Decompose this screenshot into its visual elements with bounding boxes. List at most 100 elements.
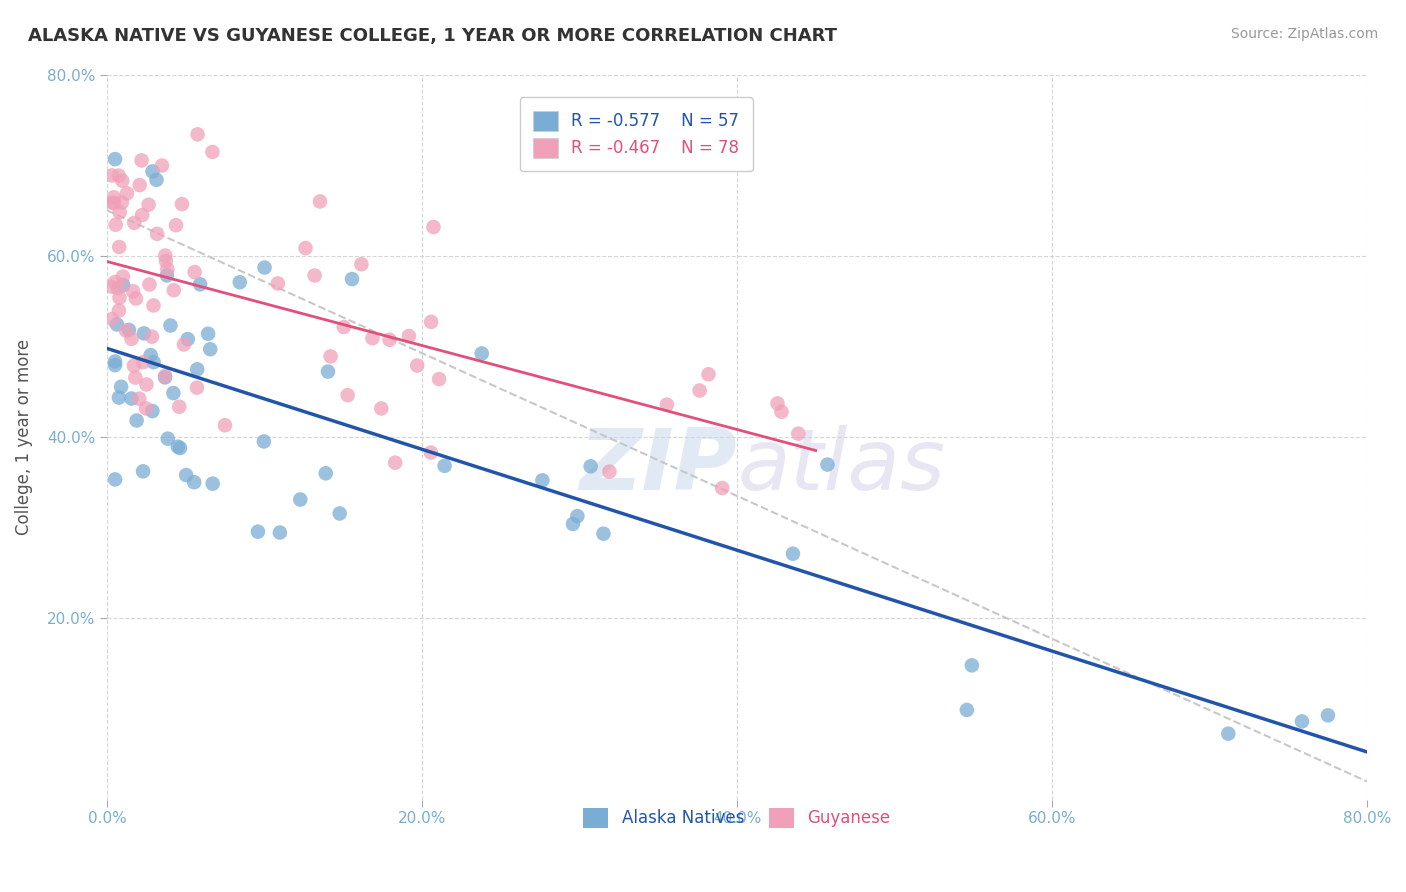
- Point: [427, 372, 450, 386]
- Point: [108, 291, 131, 305]
- Point: [433, 458, 456, 473]
- Point: [169, 441, 191, 455]
- Point: [561, 516, 583, 531]
- Point: [333, 320, 356, 334]
- Point: [141, 404, 163, 418]
- Point: [197, 326, 219, 341]
- Point: [200, 343, 222, 357]
- Point: [186, 362, 208, 376]
- Point: [167, 400, 190, 414]
- Point: [166, 440, 188, 454]
- Point: [162, 386, 184, 401]
- Point: [115, 324, 138, 338]
- Text: Source: ZipAtlas.com: Source: ZipAtlas.com: [1230, 27, 1378, 41]
- Point: [398, 329, 420, 343]
- Point: [156, 268, 179, 283]
- Point: [141, 164, 163, 178]
- Point: [132, 355, 155, 369]
- Point: [107, 169, 129, 183]
- Point: [110, 380, 132, 394]
- Point: [531, 474, 554, 488]
- Point: [170, 197, 193, 211]
- Point: [201, 476, 224, 491]
- Point: [108, 303, 131, 318]
- Point: [122, 359, 145, 373]
- Point: [122, 284, 145, 298]
- Point: [579, 459, 602, 474]
- Point: [121, 332, 143, 346]
- Point: [128, 392, 150, 406]
- Point: [138, 277, 160, 292]
- Point: [766, 396, 789, 410]
- Point: [155, 248, 177, 262]
- Point: [329, 507, 352, 521]
- Point: [177, 332, 200, 346]
- Point: [153, 370, 176, 384]
- Point: [101, 169, 124, 183]
- Point: [124, 370, 146, 384]
- Point: [960, 658, 983, 673]
- Point: [142, 298, 165, 312]
- Point: [159, 318, 181, 333]
- Point: [697, 368, 720, 382]
- Point: [336, 388, 359, 402]
- Point: [104, 152, 127, 166]
- Point: [419, 445, 441, 459]
- Point: [101, 195, 124, 210]
- Point: [267, 277, 290, 291]
- Point: [165, 218, 187, 232]
- Point: [141, 329, 163, 343]
- Point: [294, 241, 316, 255]
- Point: [309, 194, 332, 209]
- Point: [104, 358, 127, 372]
- Legend: Alaska Natives, Guyanese: Alaska Natives, Guyanese: [576, 801, 897, 835]
- Point: [420, 315, 443, 329]
- Point: [370, 401, 392, 416]
- Point: [120, 392, 142, 406]
- Point: [253, 260, 276, 275]
- Point: [174, 468, 197, 483]
- Point: [592, 526, 614, 541]
- Point: [156, 432, 179, 446]
- Point: [108, 391, 131, 405]
- Point: [124, 216, 146, 230]
- Point: [956, 703, 979, 717]
- Text: atlas: atlas: [737, 425, 945, 508]
- Point: [132, 464, 155, 478]
- Point: [188, 277, 211, 292]
- Point: [156, 262, 179, 277]
- Point: [105, 318, 128, 332]
- Text: ZIP: ZIP: [579, 425, 737, 508]
- Point: [229, 275, 252, 289]
- Point: [115, 186, 138, 201]
- Point: [290, 492, 312, 507]
- Point: [138, 197, 160, 211]
- Point: [103, 190, 125, 204]
- Point: [782, 547, 804, 561]
- Point: [567, 509, 589, 524]
- Point: [142, 355, 165, 369]
- Point: [655, 398, 678, 412]
- Point: [422, 220, 444, 235]
- Point: [104, 472, 127, 486]
- Point: [689, 384, 711, 398]
- Point: [131, 153, 153, 168]
- Point: [153, 368, 176, 383]
- Point: [112, 278, 135, 293]
- Point: [183, 265, 205, 279]
- Point: [378, 333, 401, 347]
- Point: [101, 312, 124, 326]
- Point: [711, 481, 734, 495]
- Point: [103, 196, 125, 211]
- Point: [183, 475, 205, 490]
- Point: [146, 227, 169, 241]
- Point: [1291, 714, 1313, 729]
- Point: [125, 413, 148, 427]
- Point: [361, 331, 384, 345]
- Point: [132, 326, 155, 341]
- Point: [319, 350, 342, 364]
- Point: [1316, 708, 1339, 723]
- Point: [163, 283, 186, 297]
- Point: [135, 377, 157, 392]
- Point: [1218, 726, 1240, 740]
